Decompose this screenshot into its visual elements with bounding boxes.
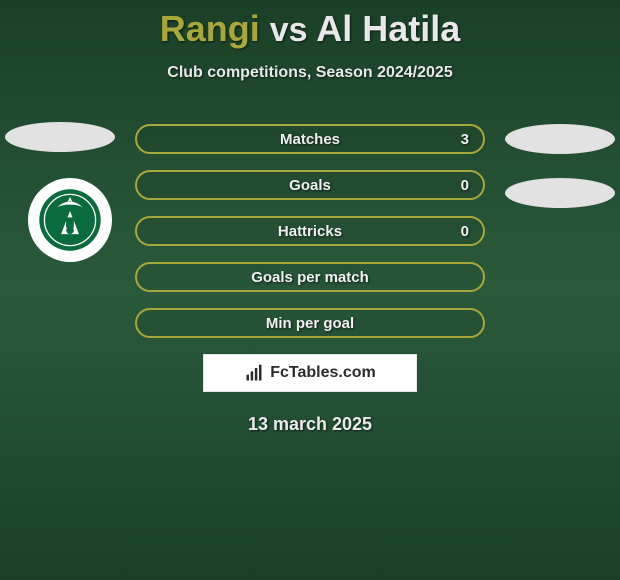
stats-container: Matches 3 Goals 0 Hattricks 0 Goals per … [135,124,485,338]
club-emblem-icon [38,188,102,252]
stat-row-hattricks: Hattricks 0 [135,216,485,246]
subtitle: Club competitions, Season 2024/2025 [0,64,620,82]
player1-name: Rangi [160,8,260,49]
stat-label: Matches [280,131,340,148]
player2-club-placeholder [505,178,615,208]
stat-right-value: 3 [461,131,469,148]
stat-row-goals-per-match: Goals per match [135,262,485,292]
player2-name: Al Hatila [316,8,460,49]
stat-label: Hattricks [278,223,342,240]
brand-text: FcTables.com [270,364,376,382]
brand-watermark: FcTables.com [203,354,417,392]
vs-label: vs [270,11,308,49]
player2-photo-placeholder [505,124,615,154]
stat-right-value: 0 [461,223,469,240]
stat-row-matches: Matches 3 [135,124,485,154]
player1-club-badge [28,178,112,262]
stat-label: Goals [289,177,331,194]
chart-icon [244,363,264,383]
stat-row-min-per-goal: Min per goal [135,308,485,338]
page-title: Rangi vs Al Hatila [0,0,620,50]
date-label: 13 march 2025 [0,414,620,435]
player1-photo-placeholder [5,122,115,152]
stat-label: Min per goal [266,315,354,332]
stat-right-value: 0 [461,177,469,194]
stat-row-goals: Goals 0 [135,170,485,200]
stat-label: Goals per match [251,269,369,286]
